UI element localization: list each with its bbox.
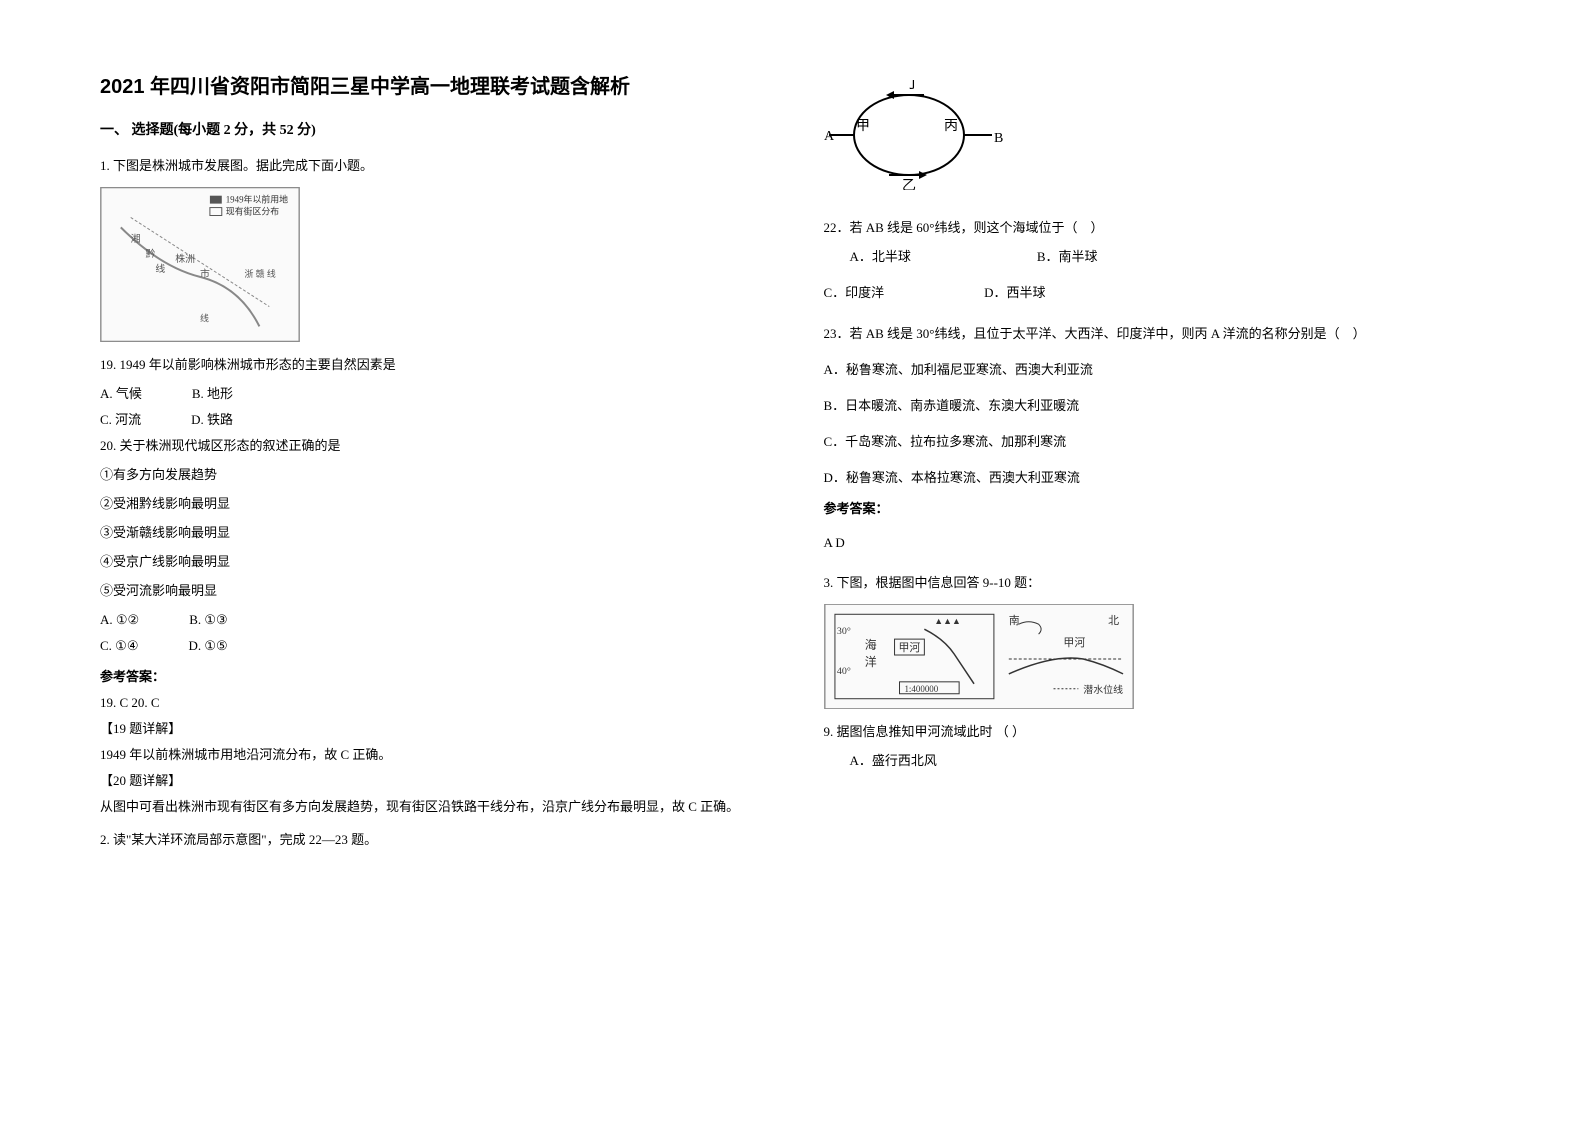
q1-sub20-s3: ③受渐赣线影响最明显 <box>100 520 764 546</box>
label-yi: 乙 <box>902 178 916 190</box>
q1-sub19-options-row2: C. 河流 D. 铁路 <box>100 407 764 433</box>
q2-sub23-optC: C．千岛寒流、拉布拉多寒流、加那利寒流 <box>824 429 1488 455</box>
q1-explain19-label: 【19 题详解】 <box>100 716 764 742</box>
svg-text:▲▲▲: ▲▲▲ <box>934 617 961 627</box>
svg-text:海: 海 <box>864 638 876 652</box>
q3-figure: 30° 40° 海 洋 甲河 ▲▲▲ 1:400000 南 北 甲河 潜水位线 <box>824 604 1134 709</box>
q2-sub22-row2: C．印度洋 D．西半球 <box>824 280 1488 306</box>
q1-explain19: 1949 年以前株洲城市用地沿河流分布，故 C 正确。 <box>100 742 764 768</box>
q1-sub19-optD: D. 铁路 <box>191 407 233 433</box>
q3-sub9-text: 9. 据图信息推知甲河流域此时 （ ） <box>824 719 1488 745</box>
svg-text:30°: 30° <box>836 627 850 638</box>
q1-sub20-optA: A. ①② <box>100 607 139 633</box>
label-jia: 甲 <box>856 119 870 134</box>
svg-text:市: 市 <box>200 267 210 280</box>
q1-sub20-s4: ④受京广线影响最明显 <box>100 549 764 575</box>
q1-answer: 19. C 20. C <box>100 690 764 716</box>
q2-sub23-text: 23．若 AB 线是 30°纬线，且位于太平洋、大西洋、印度洋中，则丙 A 洋流… <box>824 321 1488 347</box>
q2-sub22-row1: A．北半球 B．南半球 <box>824 244 1488 270</box>
q2-diagram: 丁 乙 甲 丙 A B <box>824 80 1488 195</box>
q2-sub23-optD: D．秘鲁寒流、本格拉寒流、西澳大利亚寒流 <box>824 465 1488 491</box>
svg-text:潜水位线: 潜水位线 <box>1083 683 1123 696</box>
q1-stem: 1. 下图是株洲城市发展图。据此完成下面小题。 <box>100 154 764 177</box>
q2-sub22-optB: B．南半球 <box>1011 244 1098 270</box>
q2-answer: A D <box>824 530 1488 556</box>
q2-sub23-optB: B．日本暖流、南赤道暖流、东澳大利亚暖流 <box>824 393 1488 419</box>
svg-text:现有街区分布: 现有街区分布 <box>226 206 280 217</box>
section-1-header: 一、 选择题(每小题 2 分，共 52 分) <box>100 119 764 139</box>
q2-sub22-text: 22．若 AB 线是 60°纬线，则这个海域位于（ ） <box>824 215 1488 241</box>
svg-text:株洲: 株洲 <box>175 252 195 265</box>
label-A: A <box>824 129 835 144</box>
svg-text:线: 线 <box>200 313 209 324</box>
q2-answer-label: 参考答案： <box>824 496 1488 522</box>
q1-sub19-optB: B. 地形 <box>192 381 233 407</box>
label-ding: 丁 <box>906 80 920 92</box>
q1-sub19-optA: A. 气候 <box>100 381 142 407</box>
q1-sub20-s5: ⑤受河流影响最明显 <box>100 578 764 604</box>
svg-text:1949年以前用地: 1949年以前用地 <box>226 194 288 205</box>
q1-explain20: 从图中可看出株洲市现有街区有多方向发展趋势，现有街区沿铁路干线分布，沿京广线分布… <box>100 794 764 820</box>
left-column: 2021 年四川省资阳市简阳三星中学高一地理联考试题含解析 一、 选择题(每小题… <box>100 70 764 862</box>
svg-text:线: 线 <box>155 262 165 275</box>
exam-title: 2021 年四川省资阳市简阳三星中学高一地理联考试题含解析 <box>100 70 764 99</box>
label-bing: 丙 <box>944 119 958 134</box>
q3-stem: 3. 下图，根据图中信息回答 9--10 题： <box>824 571 1488 594</box>
q1-sub19-optC: C. 河流 <box>100 407 141 433</box>
q2-sub22-optD: D．西半球 <box>984 280 1045 306</box>
q2-sub22-optC: C．印度洋 <box>824 280 885 306</box>
svg-text:洋: 洋 <box>864 655 876 669</box>
q2-stem: 2. 读"某大洋环流局部示意图"，完成 22—23 题。 <box>100 828 764 851</box>
svg-text:湘: 湘 <box>131 233 141 246</box>
q1-sub20-options-row1: A. ①② B. ①③ <box>100 607 764 633</box>
q2-sub23-optA: A．秘鲁寒流、加利福尼亚寒流、西澳大利亚流 <box>824 357 1488 383</box>
right-column: 丁 乙 甲 丙 A B 22．若 AB 线是 60°纬线，则这个海域位于（ ） … <box>824 70 1488 862</box>
page-container: 2021 年四川省资阳市简阳三星中学高一地理联考试题含解析 一、 选择题(每小题… <box>100 70 1487 862</box>
q1-sub20-optC: C. ①④ <box>100 633 138 659</box>
svg-text:南: 南 <box>1008 615 1019 628</box>
q1-sub20-optB: B. ①③ <box>189 607 227 633</box>
q1-answer-label: 参考答案： <box>100 664 764 690</box>
q1-sub20-text: 20. 关于株洲现代城区形态的叙述正确的是 <box>100 433 764 459</box>
q1-sub20-options-row2: C. ①④ D. ①⑤ <box>100 633 764 659</box>
q2-sub22-optA: A．北半球 <box>824 244 911 270</box>
svg-text:北: 北 <box>1108 615 1119 628</box>
q3-sub9-optA: A．盛行西北风 <box>824 748 1488 774</box>
q1-sub20-optD: D. ①⑤ <box>188 633 227 659</box>
q1-figure: 1949年以前用地 现有街区分布 湘 黔 线 株洲 市 浙 赣 线 线 <box>100 187 300 342</box>
label-B: B <box>994 131 1003 146</box>
q1-sub20-s1: ①有多方向发展趋势 <box>100 462 764 488</box>
svg-text:浙 赣 线: 浙 赣 线 <box>245 268 276 279</box>
q1-sub20-s2: ②受湘黔线影响最明显 <box>100 491 764 517</box>
svg-text:1:400000: 1:400000 <box>904 684 938 694</box>
svg-text:40°: 40° <box>836 666 850 677</box>
q1-explain20-label: 【20 题详解】 <box>100 768 764 794</box>
q1-sub19-text: 19. 1949 年以前影响株洲城市形态的主要自然因素是 <box>100 352 764 378</box>
svg-text:黔: 黔 <box>146 247 156 260</box>
svg-text:甲河: 甲河 <box>1063 636 1085 649</box>
q1-sub19-options-row1: A. 气候 B. 地形 <box>100 381 764 407</box>
svg-text:甲河: 甲河 <box>898 641 920 654</box>
